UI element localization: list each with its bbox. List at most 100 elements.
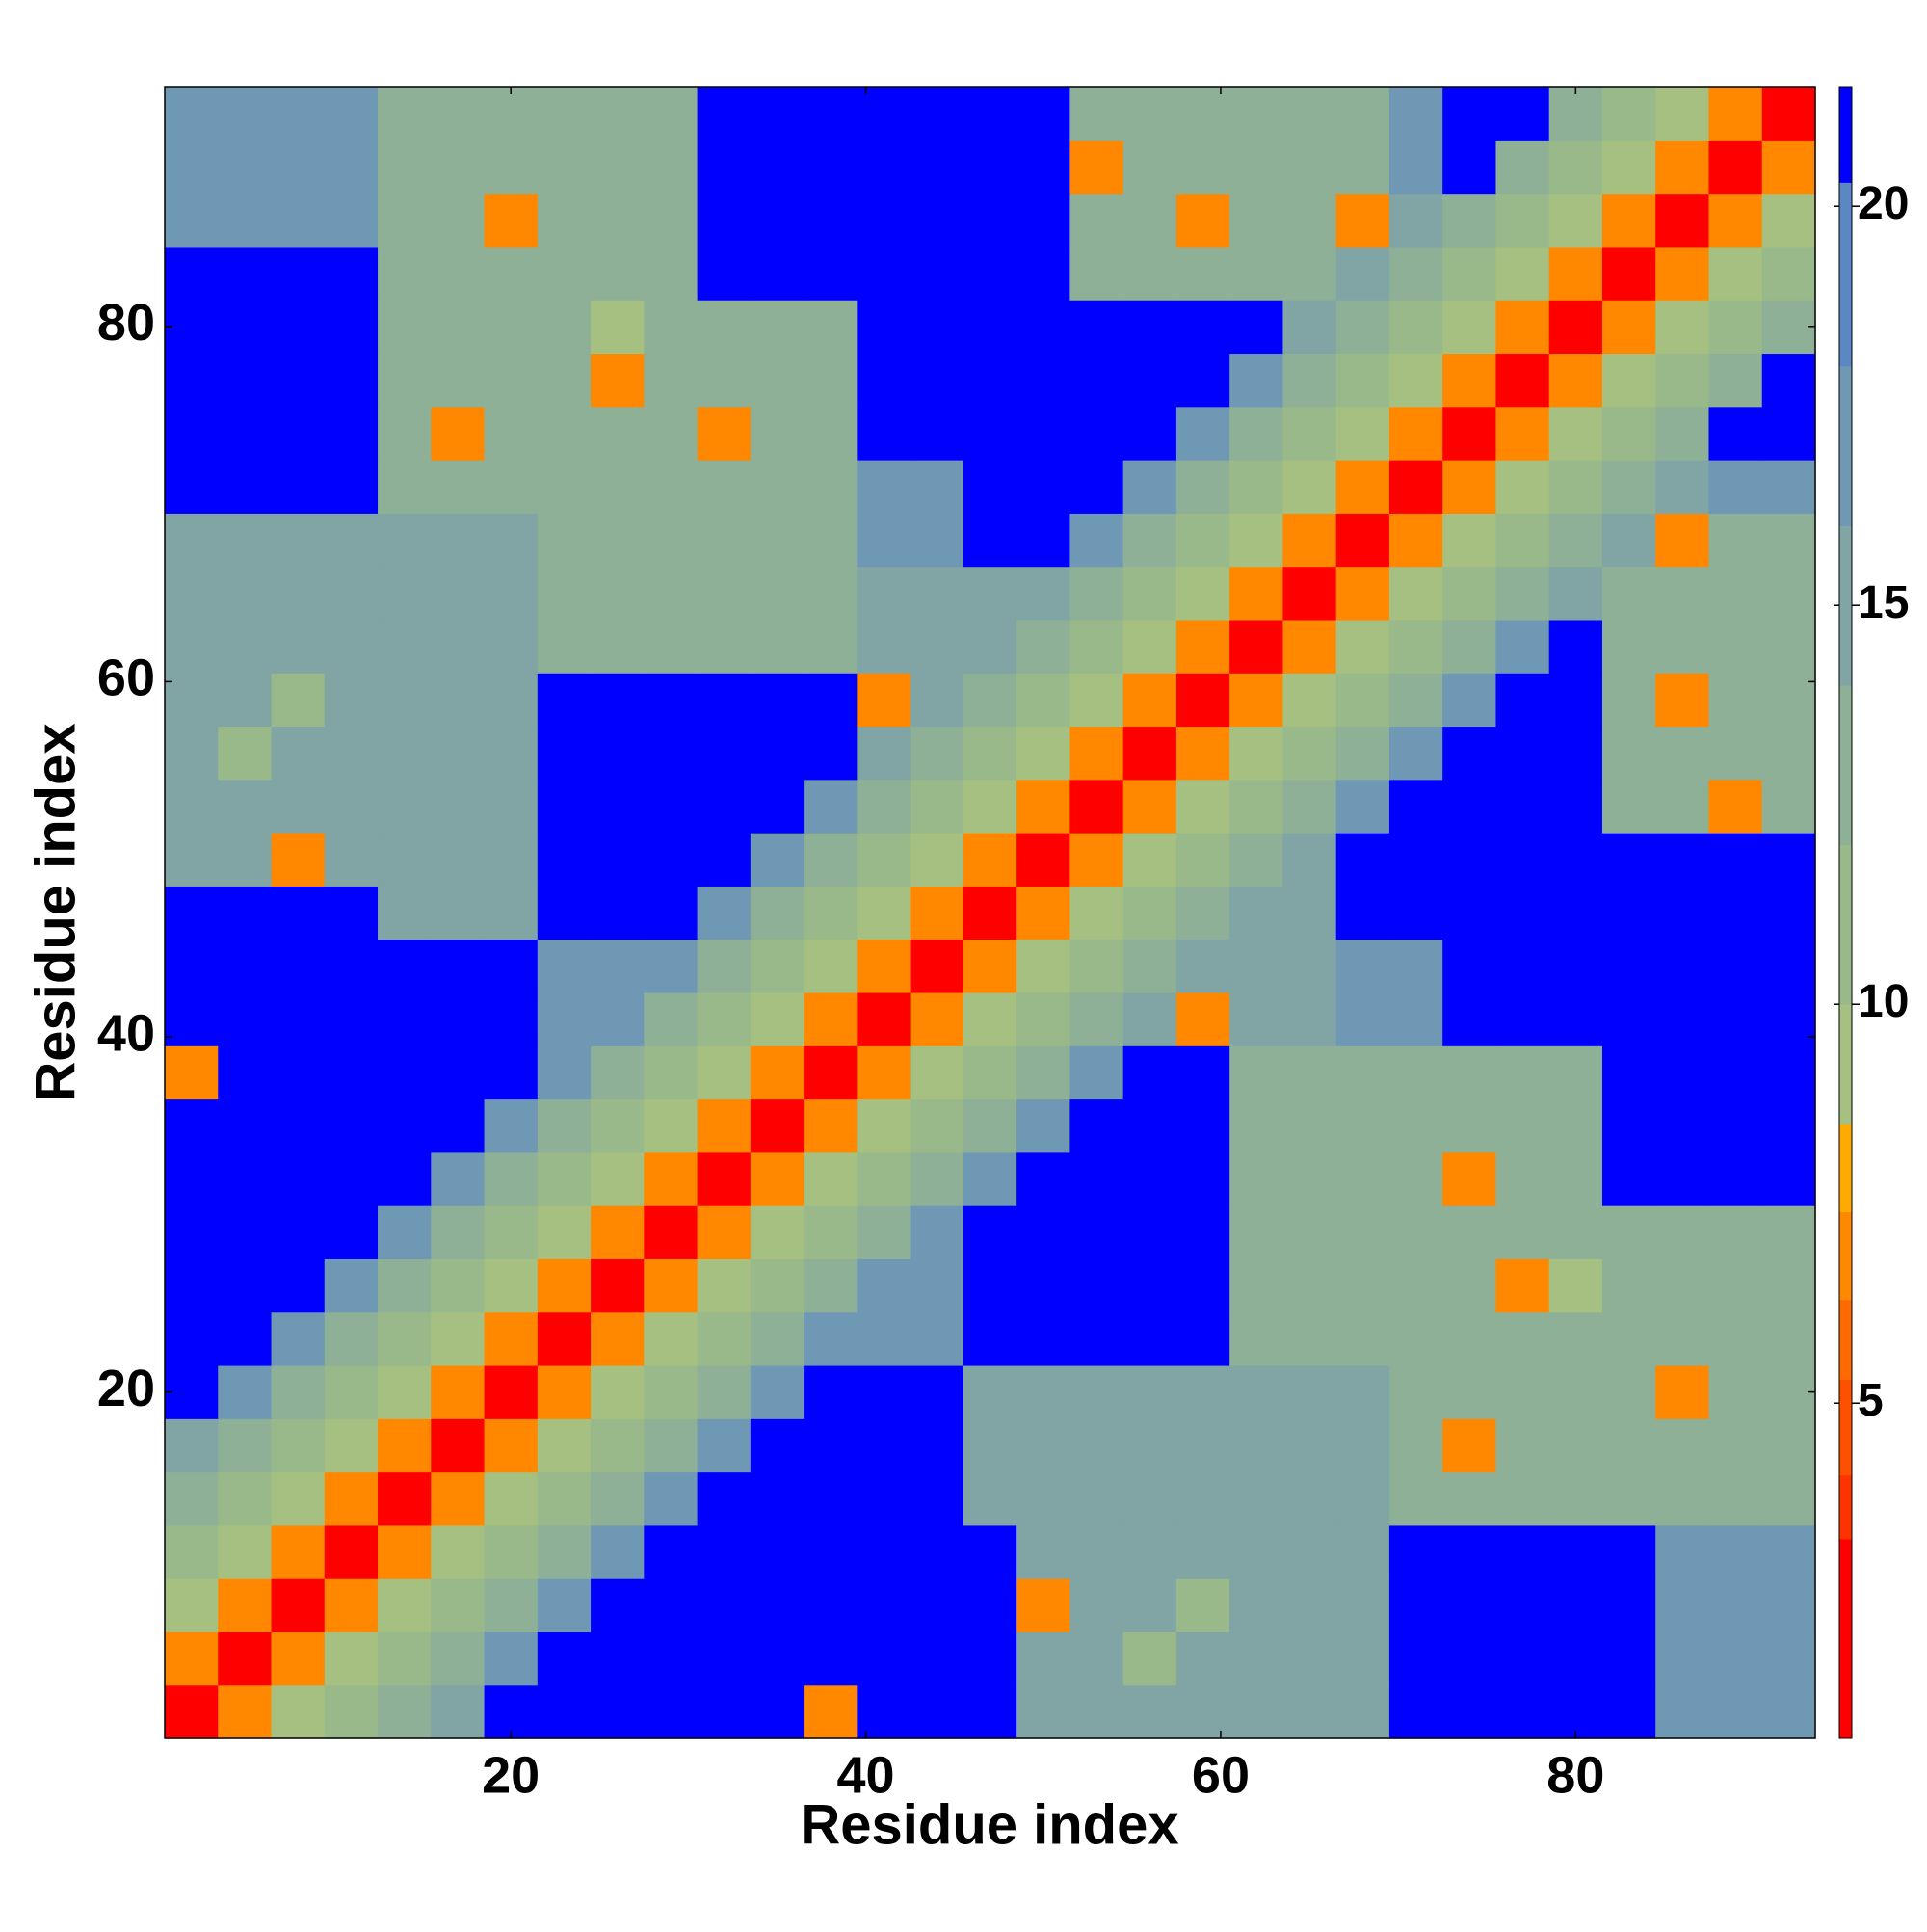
heatmap-cell: [218, 1631, 273, 1686]
heatmap-cell: [1175, 300, 1230, 355]
heatmap-cell: [1708, 1684, 1763, 1739]
heatmap-cell: [1548, 1364, 1603, 1419]
heatmap-cell: [1442, 87, 1497, 141]
heatmap-cell: [431, 939, 486, 993]
heatmap-cell: [1229, 1578, 1284, 1633]
heatmap-cell: [1388, 1684, 1443, 1739]
heatmap-cell: [271, 726, 326, 781]
heatmap-cell: [1442, 460, 1497, 514]
heatmap-cell: [804, 1205, 858, 1259]
heatmap-cell: [218, 833, 273, 887]
heatmap-cell: [431, 833, 486, 887]
heatmap-cell: [378, 886, 432, 940]
heatmap-cell: [857, 833, 911, 887]
heatmap-cell: [324, 1418, 379, 1473]
heatmap-cell: [378, 1631, 432, 1686]
heatmap-cell: [1388, 1631, 1443, 1686]
heatmap-cell: [1069, 992, 1124, 1046]
heatmap-cell: [1122, 886, 1177, 940]
heatmap-cell: [1335, 726, 1390, 781]
heatmap-cell: [910, 566, 964, 621]
heatmap-cell: [1069, 1418, 1124, 1473]
heatmap-cell: [591, 673, 645, 728]
heatmap-cell: [1175, 87, 1230, 141]
heatmap-cell: [1495, 1151, 1550, 1206]
heatmap-cell: [804, 1258, 858, 1313]
heatmap-cell: [963, 673, 1017, 728]
heatmap-cell: [1601, 1045, 1656, 1100]
heatmap-cell: [1761, 246, 1816, 301]
heatmap-cell: [1655, 939, 1710, 993]
heatmap-cell: [1495, 566, 1550, 621]
colorbar-tick-label: 15: [1858, 577, 1909, 628]
heatmap-cell: [910, 1258, 964, 1313]
heatmap-cell: [271, 1258, 326, 1313]
heatmap-cell: [1442, 406, 1497, 461]
heatmap-cell: [1442, 300, 1497, 355]
heatmap-cell: [1229, 619, 1284, 674]
heatmap-cell: [1016, 1098, 1070, 1153]
heatmap-cell: [591, 1631, 645, 1686]
heatmap-cell: [804, 87, 858, 141]
heatmap-cell: [1229, 673, 1284, 728]
heatmap-cell: [1016, 1631, 1070, 1686]
heatmap-cell: [378, 1418, 432, 1473]
heatmap-cell: [1761, 992, 1816, 1046]
heatmap-cell: [324, 1205, 379, 1259]
heatmap-cell: [1175, 246, 1230, 301]
colorbar-segment: [1839, 182, 1852, 367]
heatmap-cell: [697, 140, 752, 195]
heatmap-cell: [1016, 726, 1070, 781]
heatmap-cell: [1708, 1311, 1763, 1366]
heatmap-cell: [1708, 566, 1763, 621]
heatmap-cell: [1548, 353, 1603, 408]
heatmap-cell: [1655, 886, 1710, 940]
heatmap-cell: [1708, 619, 1763, 674]
heatmap-cell: [1761, 833, 1816, 887]
heatmap-cell: [804, 886, 858, 940]
heatmap-cell: [378, 193, 432, 248]
heatmap-cell: [1175, 779, 1230, 834]
heatmap-cell: [857, 779, 911, 834]
heatmap-cell: [1495, 1471, 1550, 1526]
heatmap-cell: [1495, 1578, 1550, 1633]
heatmap-cell: [165, 1151, 219, 1206]
heatmap-cell: [910, 1151, 964, 1206]
heatmap-cell: [963, 886, 1017, 940]
heatmap-cell: [644, 1311, 699, 1366]
heatmap-cell: [1442, 1045, 1497, 1100]
heatmap-cell: [1761, 1311, 1816, 1366]
heatmap-cell: [537, 673, 592, 728]
heatmap-cell: [165, 1684, 219, 1739]
heatmap-cell: [1282, 140, 1337, 195]
heatmap-cell: [1495, 1205, 1550, 1259]
heatmap-cell: [910, 726, 964, 781]
heatmap-cell: [697, 1578, 752, 1633]
heatmap-cell: [537, 1045, 592, 1100]
heatmap-cell: [591, 353, 645, 408]
heatmap-cell: [591, 833, 645, 887]
heatmap-cell: [1442, 1258, 1497, 1313]
heatmap-cell: [1548, 140, 1603, 195]
heatmap-cell: [1761, 886, 1816, 940]
heatmap-cell: [963, 246, 1017, 301]
heatmap-cell: [1495, 406, 1550, 461]
heatmap-cell: [963, 619, 1017, 674]
heatmap-cell: [1655, 87, 1710, 141]
heatmap-cell: [165, 1258, 219, 1313]
heatmap-cell: [218, 140, 273, 195]
heatmap-cell: [1761, 1471, 1816, 1526]
heatmap-cell: [1335, 246, 1390, 301]
heatmap-cell: [697, 460, 752, 514]
heatmap-cell: [484, 353, 539, 408]
heatmap-cell: [1175, 886, 1230, 940]
colorbar-tick-label: 10: [1858, 976, 1909, 1027]
heatmap-cell: [537, 246, 592, 301]
heatmap-cell: [804, 779, 858, 834]
heatmap-cell: [1761, 1151, 1816, 1206]
heatmap-cell: [165, 1045, 219, 1100]
heatmap-cell: [537, 939, 592, 993]
heatmap-cell: [1282, 406, 1337, 461]
heatmap-cell: [324, 513, 379, 568]
heatmap-cell: [165, 1098, 219, 1153]
